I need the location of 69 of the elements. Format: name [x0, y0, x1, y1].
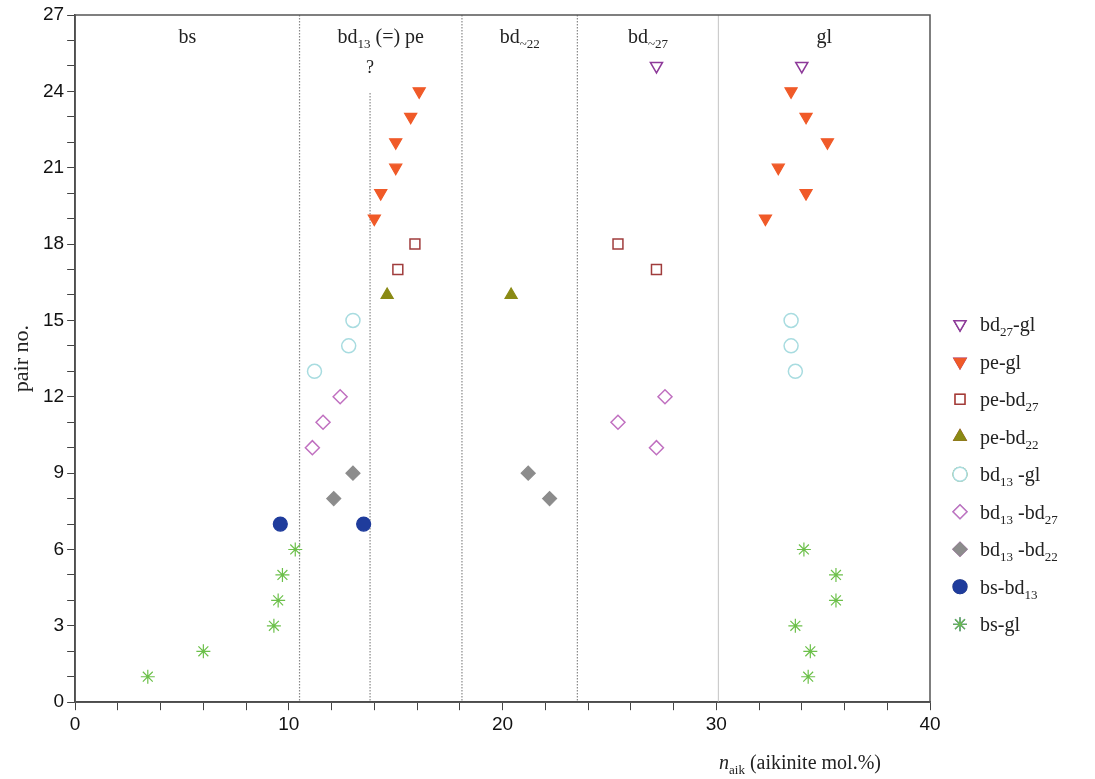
- point: [784, 87, 798, 99]
- point: [287, 541, 303, 558]
- point: [356, 516, 372, 532]
- x-tick-label: 0: [69, 712, 81, 734]
- y-tick-label: 18: [42, 232, 65, 254]
- y-tick-label: 27: [42, 3, 65, 25]
- x-tick-label: 40: [919, 712, 941, 734]
- y-tick-label: 9: [53, 461, 65, 483]
- point: [794, 61, 809, 74]
- point: [345, 312, 361, 329]
- annotation: gl: [816, 25, 833, 48]
- point: [332, 389, 348, 405]
- point: [787, 363, 804, 380]
- y-tick-label: 12: [42, 385, 65, 407]
- legend-label: bs-gl: [980, 613, 1021, 637]
- point: [270, 592, 286, 608]
- point: [520, 465, 536, 481]
- y-tick-label: 24: [42, 79, 65, 101]
- point: [306, 363, 323, 380]
- point: [389, 138, 403, 150]
- annotation: bs: [178, 25, 197, 47]
- point: [392, 263, 404, 276]
- point: [648, 439, 665, 456]
- point: [771, 163, 785, 176]
- point: [140, 669, 156, 685]
- x-tick-label: 30: [705, 712, 727, 734]
- point: [404, 112, 418, 125]
- point: [783, 312, 799, 329]
- point: [612, 238, 624, 250]
- point: [315, 414, 331, 430]
- legend-label: pe-gl: [980, 350, 1022, 374]
- point: [650, 263, 663, 276]
- point: [195, 643, 211, 659]
- point: [272, 516, 288, 532]
- point: [787, 618, 803, 634]
- point: [274, 567, 291, 583]
- point: [802, 643, 818, 659]
- x-tick-label: 20: [492, 712, 514, 734]
- y-axis-title: pair no.: [8, 325, 33, 393]
- y-tick-label: 0: [53, 690, 65, 712]
- point: [820, 138, 835, 150]
- point: [541, 490, 558, 507]
- point: [326, 490, 342, 507]
- point: [345, 465, 361, 481]
- point: [266, 618, 282, 634]
- point: [796, 541, 812, 558]
- point: [367, 214, 381, 227]
- point: [800, 669, 816, 685]
- y-tick-label: 6: [53, 537, 65, 559]
- point: [412, 87, 426, 99]
- y-tick-label: 15: [42, 308, 65, 330]
- point: [610, 414, 626, 430]
- point: [828, 567, 844, 583]
- point: [828, 592, 844, 608]
- point: [649, 61, 664, 74]
- point: [374, 189, 388, 201]
- point: [340, 338, 357, 354]
- point: [799, 112, 813, 125]
- point: [304, 439, 321, 456]
- y-tick-label: 3: [53, 614, 65, 636]
- y-tick-label: 21: [42, 155, 65, 177]
- point: [389, 163, 403, 176]
- x-tick-label: 10: [278, 712, 300, 734]
- point: [799, 189, 813, 201]
- point: [409, 238, 421, 250]
- ref-line-label: ?: [366, 57, 375, 77]
- point: [657, 389, 673, 405]
- point: [758, 214, 773, 227]
- point: [783, 338, 799, 354]
